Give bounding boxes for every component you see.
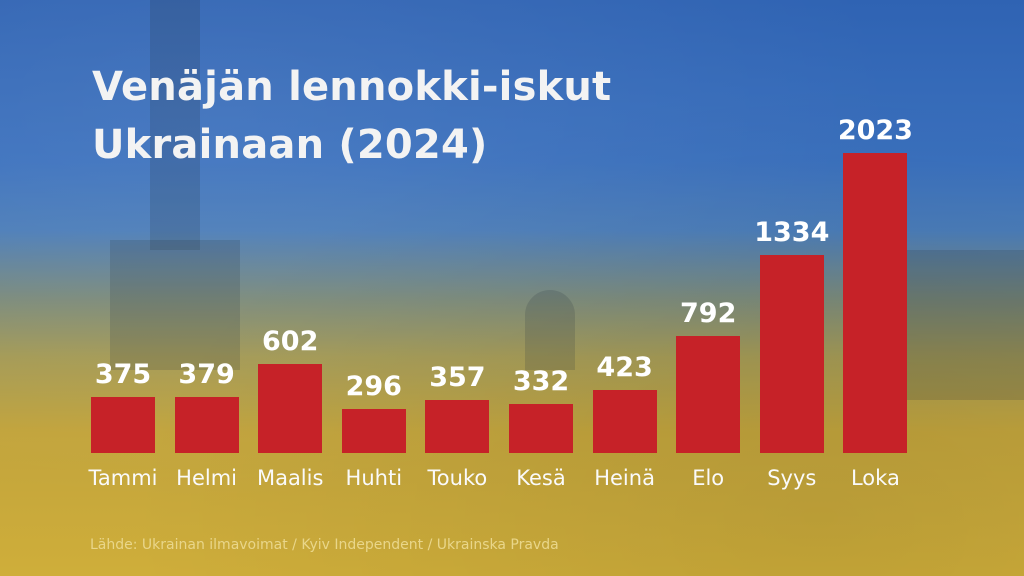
value-label: 296 bbox=[345, 371, 402, 402]
bar-heinä bbox=[592, 390, 657, 453]
value-label: 375 bbox=[94, 359, 152, 390]
statue-silhouette bbox=[150, 0, 200, 250]
bar-elo bbox=[676, 336, 741, 453]
buildings-silhouette bbox=[900, 250, 1024, 400]
category-label: Syys bbox=[767, 466, 817, 490]
bar-helmi bbox=[174, 397, 239, 453]
chart-title: Venäjän lennokki-iskut Ukrainaan (2024) bbox=[92, 58, 611, 174]
category-label: Kesä bbox=[516, 466, 566, 490]
category-label: Loka bbox=[850, 466, 900, 490]
category-label: Helmi bbox=[176, 466, 238, 490]
bar-loka bbox=[843, 153, 908, 453]
category-label: Huhti bbox=[345, 466, 403, 490]
category-label: Elo bbox=[692, 466, 725, 490]
value-label: 379 bbox=[178, 359, 235, 390]
bar-touko bbox=[425, 400, 490, 453]
bar-huhti bbox=[341, 409, 406, 453]
bar-maalis bbox=[258, 364, 323, 453]
dome-silhouette bbox=[525, 290, 575, 370]
value-label: 1334 bbox=[754, 217, 830, 248]
value-label: 792 bbox=[680, 298, 737, 329]
value-label: 423 bbox=[596, 352, 653, 383]
chart-title-line1: Venäjän lennokki-iskut bbox=[92, 64, 612, 110]
statue-base-silhouette bbox=[110, 240, 240, 370]
source-note: Lähde: Ukrainan ilmavoimat / Kyiv Indepe… bbox=[90, 537, 559, 553]
value-label: 2023 bbox=[837, 115, 913, 146]
bar-kesä bbox=[509, 404, 573, 453]
category-label: Maalis bbox=[256, 466, 324, 490]
chart-title-line2: Ukrainaan (2024) bbox=[92, 122, 488, 168]
value-label: 332 bbox=[512, 366, 570, 397]
bar-tammi bbox=[91, 397, 155, 453]
category-label: Touko bbox=[427, 466, 488, 490]
value-label: 357 bbox=[429, 362, 486, 393]
category-label: Heinä bbox=[594, 466, 655, 490]
value-label: 602 bbox=[262, 326, 319, 357]
bar-syys bbox=[759, 255, 824, 453]
category-label: Tammi bbox=[88, 466, 158, 490]
